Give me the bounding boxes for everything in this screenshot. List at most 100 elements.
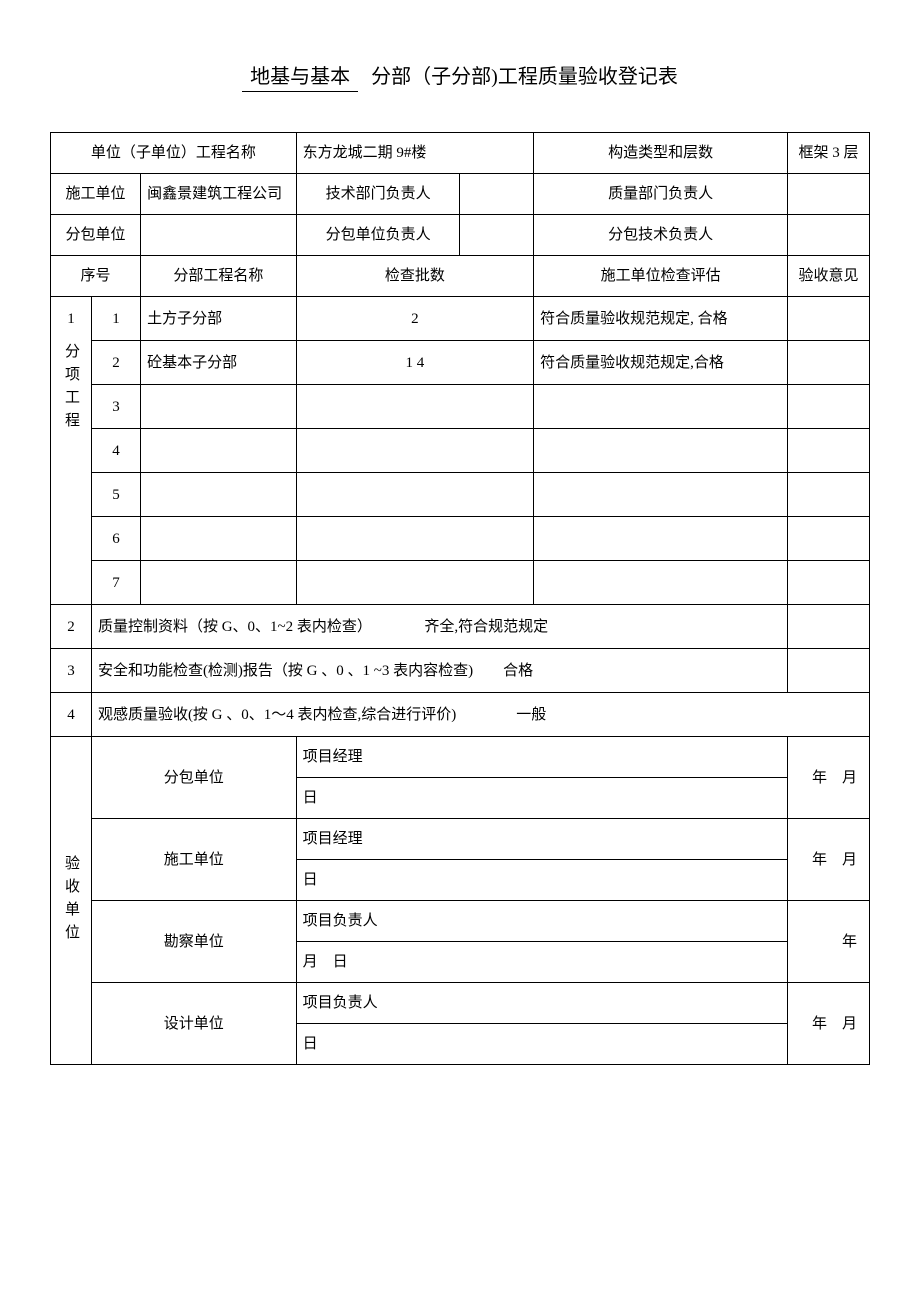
row-no: 2: [91, 341, 140, 385]
row-eval: 符合质量验收规范规定, 合格: [534, 297, 788, 341]
summary-row-2: 2 质量控制资料（按 G、0、1~2 表内检查） 齐全,符合规范规定: [51, 605, 870, 649]
row-eval: [534, 473, 788, 517]
row-no: 4: [91, 429, 140, 473]
summary-opinion: [788, 605, 870, 649]
acceptance-vert-label: 验收单位: [51, 737, 92, 1065]
col-seq: 序号: [51, 256, 141, 297]
col-opinion: 验收意见: [788, 256, 870, 297]
summary-opinion: [788, 649, 870, 693]
row-no: 3: [91, 385, 140, 429]
row-opinion: [788, 297, 870, 341]
summary-no: 2: [51, 605, 92, 649]
signature-row: 设计单位 项目负责人 年 月: [51, 983, 870, 1024]
sig-date-right: 年 月: [788, 819, 870, 901]
row-eval: [534, 429, 788, 473]
row-batch: [296, 385, 534, 429]
row-batch: 1 4: [296, 341, 534, 385]
summary-no: 4: [51, 693, 92, 737]
row-opinion: [788, 561, 870, 605]
header-row-3: 分包单位 分包单位负责人 分包技术负责人: [51, 215, 870, 256]
sig-person: 项目负责人: [296, 901, 787, 942]
row-no: 7: [91, 561, 140, 605]
quality-manager-value: [788, 174, 870, 215]
row-opinion: [788, 473, 870, 517]
sig-date-right: 年 月: [788, 737, 870, 819]
construction-unit-label: 施工单位: [51, 174, 141, 215]
structure-label: 构造类型和层数: [534, 133, 788, 174]
sub-manager-value: [460, 215, 534, 256]
signature-row: 验收单位 分包单位 项目经理 年 月: [51, 737, 870, 778]
table-row: 6: [51, 517, 870, 561]
col-batch: 检查批数: [296, 256, 534, 297]
signature-row: 施工单位 项目经理 年 月: [51, 819, 870, 860]
tech-manager-value: [460, 174, 534, 215]
sig-date: 月 日: [296, 942, 787, 983]
sig-date: 日: [296, 778, 787, 819]
subcontractor-value: [141, 215, 297, 256]
row-batch: [296, 473, 534, 517]
table-row: 7: [51, 561, 870, 605]
row-opinion: [788, 385, 870, 429]
acceptance-form-table: 单位（子单位）工程名称 东方龙城二期 9#楼 构造类型和层数 框架 3 层 施工…: [50, 132, 870, 1065]
row-name: [141, 473, 297, 517]
row-name: [141, 385, 297, 429]
row-eval: 符合质量验收规范规定,合格: [534, 341, 788, 385]
title-rest: 分部（子分部)工程质量验收登记表: [371, 66, 678, 88]
row-no: 1: [91, 297, 140, 341]
sig-person: 项目经理: [296, 737, 787, 778]
row-opinion: [788, 341, 870, 385]
summary-row-4: 4 观感质量验收(按 G 、0、1～4 表内检查,综合进行评价) 一般: [51, 693, 870, 737]
row-batch: [296, 429, 534, 473]
row-eval: [534, 517, 788, 561]
section1-vert-label: 分项工程: [59, 343, 83, 435]
construction-unit-value: 闽鑫景建筑工程公司: [141, 174, 297, 215]
sig-unit: 分包单位: [91, 737, 296, 819]
table-row: 2 砼基本子分部 1 4 符合质量验收规范规定,合格: [51, 341, 870, 385]
row-name: 砼基本子分部: [141, 341, 297, 385]
row-name: [141, 517, 297, 561]
header-row-1: 单位（子单位）工程名称 东方龙城二期 9#楼 构造类型和层数 框架 3 层: [51, 133, 870, 174]
title-underlined: 地基与基本: [242, 60, 358, 92]
section1-number: 1: [67, 307, 75, 331]
sub-tech-label: 分包技术负责人: [534, 215, 788, 256]
unit-name-value: 东方龙城二期 9#楼: [296, 133, 534, 174]
tech-manager-label: 技术部门负责人: [296, 174, 460, 215]
row-eval: [534, 385, 788, 429]
signature-row: 勘察单位 项目负责人 年: [51, 901, 870, 942]
row-opinion: [788, 429, 870, 473]
col-name: 分部工程名称: [141, 256, 297, 297]
row-eval: [534, 561, 788, 605]
row-name: [141, 561, 297, 605]
sig-date-right: 年 月: [788, 983, 870, 1065]
row-no: 6: [91, 517, 140, 561]
summary-no: 3: [51, 649, 92, 693]
col-evaluation: 施工单位检查评估: [534, 256, 788, 297]
subcontractor-label: 分包单位: [51, 215, 141, 256]
column-header-row: 序号 分部工程名称 检查批数 施工单位检查评估 验收意见: [51, 256, 870, 297]
table-row: 1 分项工程 1 土方子分部 2 符合质量验收规范规定, 合格: [51, 297, 870, 341]
row-no: 5: [91, 473, 140, 517]
row-name: [141, 429, 297, 473]
row-batch: [296, 517, 534, 561]
sig-date: 日: [296, 860, 787, 901]
table-row: 3: [51, 385, 870, 429]
quality-manager-label: 质量部门负责人: [534, 174, 788, 215]
page-title: 地基与基本 分部（子分部)工程质量验收登记表: [50, 60, 870, 92]
row-opinion: [788, 517, 870, 561]
summary-text: 安全和功能检查(检测)报告（按 G 、0 、1 ~3 表内容检查) 合格: [91, 649, 787, 693]
summary-row-3: 3 安全和功能检查(检测)报告（按 G 、0 、1 ~3 表内容检查) 合格: [51, 649, 870, 693]
sub-manager-label: 分包单位负责人: [296, 215, 460, 256]
header-row-2: 施工单位 闽鑫景建筑工程公司 技术部门负责人 质量部门负责人: [51, 174, 870, 215]
summary-text: 质量控制资料（按 G、0、1~2 表内检查） 齐全,符合规范规定: [91, 605, 787, 649]
section1-cell: 1 分项工程: [51, 297, 92, 605]
row-batch: [296, 561, 534, 605]
sig-unit: 设计单位: [91, 983, 296, 1065]
table-row: 5: [51, 473, 870, 517]
sig-unit: 施工单位: [91, 819, 296, 901]
sig-date: 日: [296, 1024, 787, 1065]
sig-person: 项目负责人: [296, 983, 787, 1024]
unit-name-label: 单位（子单位）工程名称: [51, 133, 297, 174]
sig-unit: 勘察单位: [91, 901, 296, 983]
summary-text: 观感质量验收(按 G 、0、1～4 表内检查,综合进行评价) 一般: [91, 693, 869, 737]
structure-value: 框架 3 层: [788, 133, 870, 174]
